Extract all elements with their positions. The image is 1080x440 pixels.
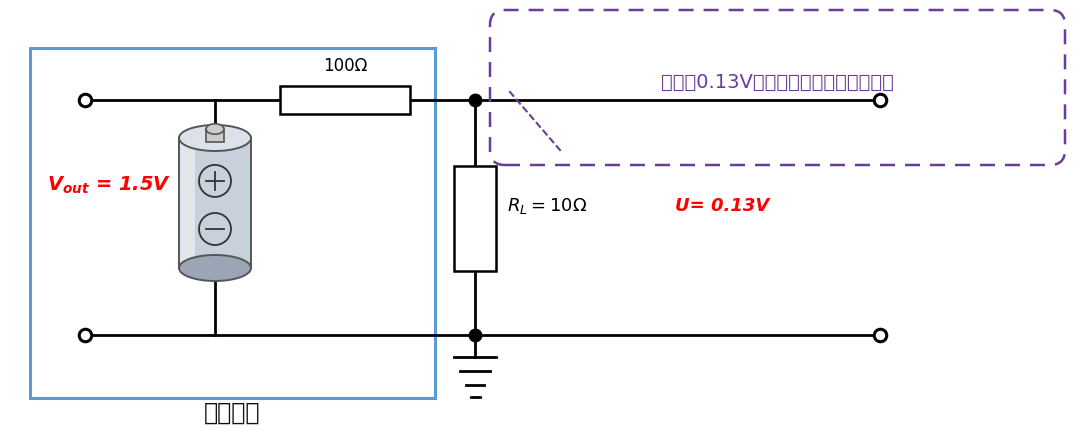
Bar (206, 129, 224, 142)
Ellipse shape (179, 125, 251, 151)
Text: $\bfit{V}_{out}$ = 1.5V: $\bfit{V}_{out}$ = 1.5V (48, 174, 172, 196)
Text: 100Ω: 100Ω (323, 57, 367, 75)
Ellipse shape (179, 255, 251, 281)
Bar (179, 138, 194, 268)
Bar (179, 138, 251, 268)
Text: 我只有0.13V？你这是什么鸟垃圾电源！: 我只有0.13V？你这是什么鸟垃圾电源！ (661, 73, 894, 92)
Bar (454, 165, 496, 271)
Text: $R_L = 10\Omega$: $R_L = 10\Omega$ (507, 196, 588, 216)
Text: U= 0.13V: U= 0.13V (675, 197, 769, 215)
Bar (280, 86, 410, 114)
Ellipse shape (206, 124, 224, 134)
Text: 输出模块: 输出模块 (204, 401, 260, 425)
